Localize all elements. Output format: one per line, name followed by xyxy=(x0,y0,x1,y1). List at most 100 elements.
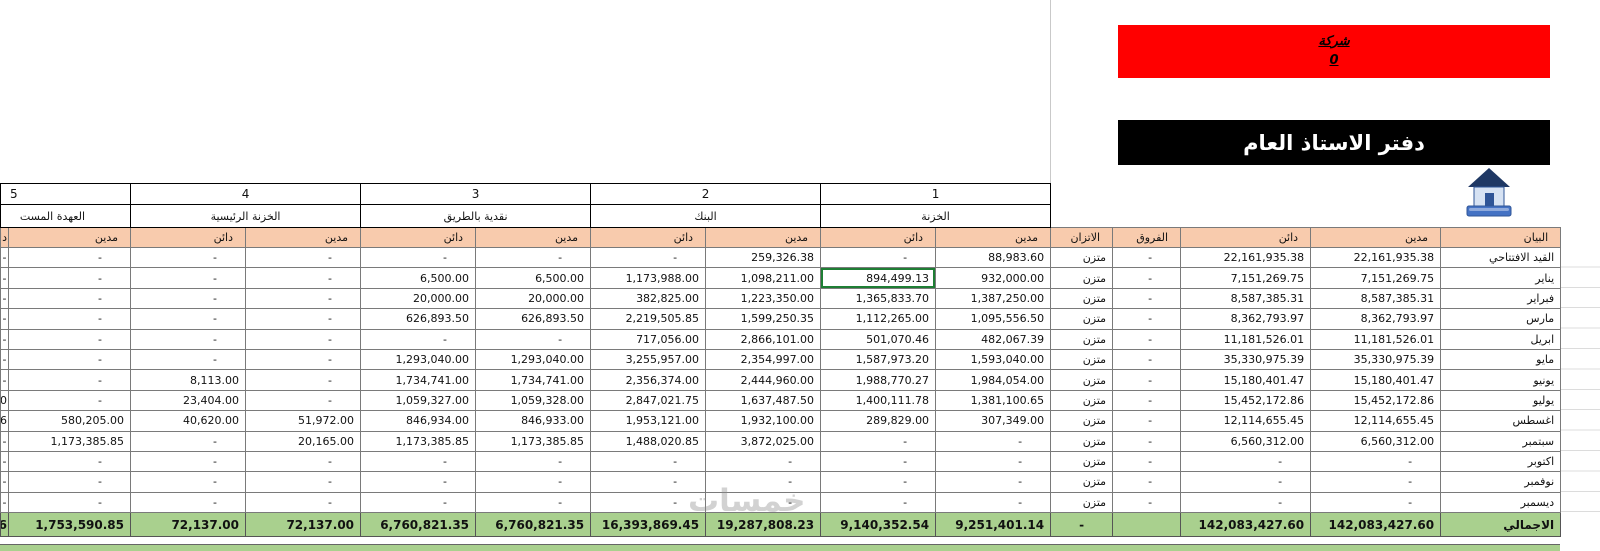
cell-raisia-madin[interactable]: - xyxy=(245,491,362,514)
cell-etezan[interactable]: متزن xyxy=(1050,450,1114,473)
cell-etezan[interactable]: متزن xyxy=(1050,491,1114,514)
total-forouq[interactable] xyxy=(1112,512,1182,538)
cell-naqdia-madin[interactable]: 1,059,328.00 xyxy=(475,389,592,412)
home-icon[interactable] xyxy=(1460,166,1518,218)
group-number-3[interactable]: 3 xyxy=(360,183,592,205)
cell-raisia-daen[interactable]: - xyxy=(130,328,247,350)
cell-naqdia-daen[interactable]: - xyxy=(360,246,477,269)
cell-naqdia-daen[interactable]: 626,893.50 xyxy=(360,308,477,330)
cell-khazna-madin[interactable]: - xyxy=(935,450,1052,473)
cell-ohda-madin[interactable]: 580,205.00 xyxy=(7,410,132,432)
total-bayan[interactable]: الاجمالي xyxy=(1440,512,1562,538)
cell-madin[interactable]: - xyxy=(1310,471,1442,493)
group-title-2[interactable]: البنك xyxy=(590,204,822,228)
cell-naqdia-madin[interactable]: - xyxy=(475,491,592,514)
cell-naqdia-madin[interactable]: - xyxy=(475,246,592,269)
cell-naqdia-daen[interactable]: 1,293,040.00 xyxy=(360,348,477,371)
cell-naqdia-daen[interactable]: 1,059,327.00 xyxy=(360,389,477,412)
cell-etezan[interactable]: متزن xyxy=(1050,267,1114,289)
cell-raisia-daen[interactable]: - xyxy=(130,430,247,452)
cell-naqdia-daen[interactable]: 6,500.00 xyxy=(360,267,477,289)
cell-daen[interactable]: 35,330,975.39 xyxy=(1180,348,1312,371)
cell-madin[interactable]: 22,161,935.38 xyxy=(1310,246,1442,269)
cell-raisia-madin[interactable]: - xyxy=(245,450,362,473)
total-etezan[interactable]: - xyxy=(1050,512,1114,538)
cell-ohda-madin[interactable]: - xyxy=(7,491,132,514)
cell-ohda-madin[interactable]: - xyxy=(7,450,132,473)
total-madin[interactable]: 142,083,427.60 xyxy=(1310,512,1442,538)
cell-raisia-madin[interactable]: - xyxy=(245,369,362,391)
cell-ohda-madin[interactable]: - xyxy=(7,471,132,493)
cell-bayan[interactable]: سبتمبر xyxy=(1440,430,1562,452)
cell-etezan[interactable]: متزن xyxy=(1050,430,1114,452)
cell-etezan[interactable]: متزن xyxy=(1050,369,1114,391)
cell-naqdia-madin[interactable]: - xyxy=(475,328,592,350)
total-naqdia-daen[interactable]: 6,760,821.35 xyxy=(360,512,477,538)
cell-daen[interactable]: - xyxy=(1180,471,1312,493)
cell-khazna-madin[interactable]: 1,095,556.50 xyxy=(935,308,1052,330)
cell-ohda-daen[interactable]: - xyxy=(0,369,9,391)
cell-raisia-daen[interactable]: - xyxy=(130,308,247,330)
cell-bank-daen[interactable]: 1,953,121.00 xyxy=(590,410,707,432)
header-khazna-madin[interactable]: مدين xyxy=(935,227,1052,248)
cell-naqdia-madin[interactable]: - xyxy=(475,471,592,493)
cell-khazna-madin[interactable]: 307,349.00 xyxy=(935,410,1052,432)
cell-etezan[interactable]: متزن xyxy=(1050,246,1114,269)
cell-bank-daen[interactable]: - xyxy=(590,450,707,473)
cell-khazna-daen[interactable]: 894,499.13 xyxy=(820,267,937,289)
cell-raisia-madin[interactable]: - xyxy=(245,267,362,289)
cell-bayan[interactable]: نوفمبر xyxy=(1440,471,1562,493)
cell-ohda-daen[interactable]: - xyxy=(0,430,9,452)
cell-khazna-daen[interactable]: - xyxy=(820,430,937,452)
cell-madin[interactable]: 15,452,172.86 xyxy=(1310,389,1442,412)
cell-etezan[interactable]: متزن xyxy=(1050,389,1114,412)
cell-ohda-madin[interactable]: - xyxy=(7,267,132,289)
cell-raisia-madin[interactable]: - xyxy=(245,389,362,412)
cell-bank-daen[interactable]: 717,056.00 xyxy=(590,328,707,350)
cell-ohda-madin[interactable]: - xyxy=(7,348,132,371)
cell-forouq[interactable]: - xyxy=(1112,471,1182,493)
cell-ohda-madin[interactable]: - xyxy=(7,328,132,350)
cell-raisia-madin[interactable]: - xyxy=(245,308,362,330)
cell-ohda-daen[interactable]: - xyxy=(0,246,9,269)
total-khazna-daen[interactable]: 9,140,352.54 xyxy=(820,512,937,538)
cell-raisia-daen[interactable]: - xyxy=(130,471,247,493)
cell-raisia-daen[interactable]: - xyxy=(130,450,247,473)
cell-raisia-daen[interactable]: - xyxy=(130,246,247,269)
cell-raisia-daen[interactable]: - xyxy=(130,491,247,514)
cell-forouq[interactable]: - xyxy=(1112,308,1182,330)
cell-naqdia-daen[interactable]: 1,173,385.85 xyxy=(360,430,477,452)
cell-naqdia-daen[interactable]: - xyxy=(360,491,477,514)
header-daen[interactable]: دائن xyxy=(1180,227,1312,248)
cell-ohda-madin[interactable]: - xyxy=(7,287,132,310)
cell-forouq[interactable]: - xyxy=(1112,287,1182,310)
total-ohda-daen[interactable]: 6 xyxy=(0,512,9,538)
cell-forouq[interactable]: - xyxy=(1112,410,1182,432)
cell-khazna-daen[interactable]: 289,829.00 xyxy=(820,410,937,432)
cell-naqdia-daen[interactable]: - xyxy=(360,328,477,350)
cell-bank-madin[interactable]: 1,932,100.00 xyxy=(705,410,822,432)
cell-madin[interactable]: - xyxy=(1310,450,1442,473)
cell-daen[interactable]: - xyxy=(1180,491,1312,514)
cell-raisia-daen[interactable]: 40,620.00 xyxy=(130,410,247,432)
cell-forouq[interactable]: - xyxy=(1112,267,1182,289)
group-title-1[interactable]: الخزنة xyxy=(820,204,1052,228)
cell-raisia-daen[interactable]: - xyxy=(130,348,247,371)
cell-forouq[interactable]: - xyxy=(1112,450,1182,473)
cell-bayan[interactable]: مايو xyxy=(1440,348,1562,371)
cell-naqdia-madin[interactable]: - xyxy=(475,450,592,473)
cell-bayan[interactable]: يوليو xyxy=(1440,389,1562,412)
cell-madin[interactable]: 8,587,385.31 xyxy=(1310,287,1442,310)
cell-forouq[interactable]: - xyxy=(1112,430,1182,452)
header-madin[interactable]: مدين xyxy=(1310,227,1442,248)
cell-bank-madin[interactable]: 1,098,211.00 xyxy=(705,267,822,289)
cell-khazna-daen[interactable]: 1,365,833.70 xyxy=(820,287,937,310)
cell-raisia-daen[interactable]: 8,113.00 xyxy=(130,369,247,391)
header-ohda-daen[interactable]: دائن xyxy=(0,227,9,248)
cell-ohda-daen[interactable]: - xyxy=(0,308,9,330)
cell-daen[interactable]: 8,362,793.97 xyxy=(1180,308,1312,330)
group-number-4[interactable]: 4 xyxy=(130,183,362,205)
cell-khazna-madin[interactable]: 1,593,040.00 xyxy=(935,348,1052,371)
cell-madin[interactable]: 12,114,655.45 xyxy=(1310,410,1442,432)
cell-naqdia-daen[interactable]: - xyxy=(360,450,477,473)
